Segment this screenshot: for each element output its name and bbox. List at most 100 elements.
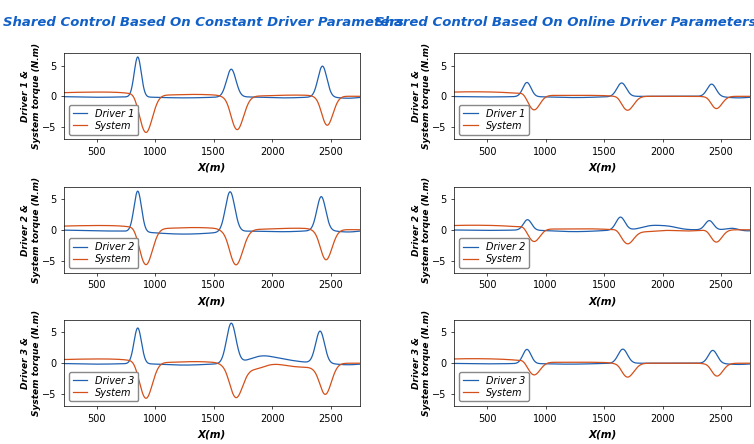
Driver 3 bbox=[318, 333, 327, 338]
Legend: Driver 2, System: Driver 2, System bbox=[459, 238, 529, 268]
Driver 1 bbox=[708, 82, 717, 87]
System bbox=[501, 90, 510, 95]
Driver 3 bbox=[734, 362, 743, 367]
Driver 3 bbox=[746, 361, 754, 367]
System bbox=[350, 361, 359, 366]
Driver 2 bbox=[111, 228, 120, 234]
System bbox=[173, 225, 182, 230]
Driver 1 bbox=[317, 63, 326, 69]
System bbox=[484, 223, 493, 228]
Line: System: System bbox=[64, 92, 360, 132]
Driver 3 bbox=[180, 362, 189, 368]
Driver 2 bbox=[355, 228, 364, 234]
System bbox=[501, 223, 510, 229]
X-axis label: X(m): X(m) bbox=[588, 296, 617, 306]
Line: Driver 2: Driver 2 bbox=[64, 191, 360, 234]
System bbox=[350, 94, 359, 99]
System bbox=[563, 360, 572, 365]
System bbox=[469, 222, 478, 228]
System bbox=[350, 227, 359, 232]
Driver 1 bbox=[450, 94, 459, 99]
System bbox=[60, 223, 69, 229]
Line: System: System bbox=[64, 359, 360, 398]
Driver 2 bbox=[318, 195, 327, 200]
Driver 2 bbox=[180, 231, 189, 237]
System bbox=[93, 223, 103, 228]
System bbox=[355, 227, 364, 232]
Driver 3 bbox=[60, 361, 69, 366]
Driver 2 bbox=[483, 228, 492, 233]
Legend: Driver 1, System: Driver 1, System bbox=[69, 105, 139, 135]
System bbox=[186, 359, 195, 365]
System bbox=[469, 356, 478, 361]
X-axis label: X(m): X(m) bbox=[198, 163, 226, 173]
System bbox=[740, 94, 749, 99]
Driver 1 bbox=[60, 94, 69, 99]
Line: Driver 3: Driver 3 bbox=[64, 323, 360, 365]
System bbox=[96, 356, 105, 361]
Driver 3 bbox=[501, 361, 510, 366]
System bbox=[111, 90, 120, 95]
System bbox=[624, 241, 633, 246]
Driver 3 bbox=[186, 362, 195, 368]
Driver 1 bbox=[350, 95, 359, 101]
Driver 2 bbox=[350, 229, 359, 234]
Driver 1 bbox=[576, 95, 585, 100]
Driver 3 bbox=[740, 361, 749, 367]
Y-axis label: Driver 2 &
System torque (N.m): Driver 2 & System torque (N.m) bbox=[21, 177, 41, 283]
Line: System: System bbox=[64, 226, 360, 265]
System bbox=[746, 361, 754, 366]
Driver 2 bbox=[93, 228, 103, 234]
System bbox=[746, 227, 754, 233]
Y-axis label: Driver 1 &
System torque (N.m): Driver 1 & System torque (N.m) bbox=[21, 43, 41, 149]
Legend: Driver 3, System: Driver 3, System bbox=[459, 372, 529, 401]
System bbox=[740, 361, 749, 366]
X-axis label: X(m): X(m) bbox=[588, 163, 617, 173]
Legend: Driver 1, System: Driver 1, System bbox=[459, 105, 529, 135]
System bbox=[142, 130, 151, 135]
System bbox=[623, 107, 632, 113]
Driver 3 bbox=[111, 361, 120, 367]
System bbox=[450, 223, 459, 228]
System bbox=[186, 92, 195, 97]
System bbox=[355, 94, 364, 99]
Driver 1 bbox=[734, 95, 743, 100]
X-axis label: X(m): X(m) bbox=[198, 296, 226, 306]
Driver 3 bbox=[173, 362, 182, 368]
System bbox=[318, 388, 327, 394]
System bbox=[563, 93, 572, 98]
System bbox=[563, 226, 572, 232]
Driver 1 bbox=[746, 95, 754, 100]
Driver 1 bbox=[523, 80, 532, 85]
System bbox=[111, 357, 120, 362]
Driver 2 bbox=[450, 227, 459, 233]
System bbox=[746, 94, 754, 99]
System bbox=[186, 225, 195, 230]
Line: System: System bbox=[455, 359, 750, 377]
Legend: Driver 3, System: Driver 3, System bbox=[69, 372, 139, 401]
System bbox=[60, 357, 69, 362]
Driver 2 bbox=[501, 228, 510, 233]
System bbox=[111, 223, 120, 228]
Driver 2 bbox=[570, 229, 579, 234]
Driver 1 bbox=[563, 95, 572, 100]
Driver 2 bbox=[563, 229, 572, 234]
System bbox=[60, 90, 69, 95]
Driver 3 bbox=[708, 348, 717, 353]
System bbox=[469, 89, 478, 95]
Line: System: System bbox=[455, 225, 750, 244]
System bbox=[576, 360, 585, 365]
Driver 3 bbox=[618, 346, 627, 352]
Driver 1 bbox=[173, 95, 182, 100]
X-axis label: X(m): X(m) bbox=[588, 429, 617, 440]
Driver 1 bbox=[740, 95, 749, 100]
Driver 1 bbox=[186, 95, 195, 100]
System bbox=[231, 262, 241, 267]
System bbox=[708, 237, 717, 242]
Driver 2 bbox=[60, 227, 69, 233]
System bbox=[708, 370, 717, 375]
Y-axis label: Driver 2 &
System torque (N.m): Driver 2 & System torque (N.m) bbox=[412, 177, 431, 283]
Driver 2 bbox=[173, 231, 182, 237]
Driver 3 bbox=[227, 321, 236, 326]
Driver 2 bbox=[576, 229, 585, 234]
